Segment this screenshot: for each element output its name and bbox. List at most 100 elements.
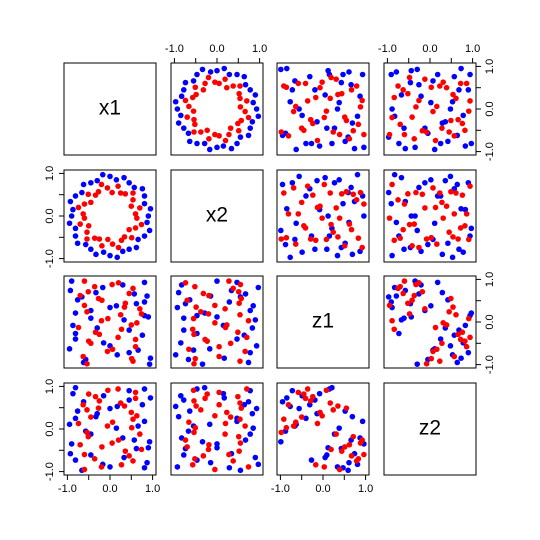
point	[281, 190, 287, 196]
point	[214, 441, 220, 447]
point	[99, 243, 105, 249]
point	[307, 398, 314, 404]
point	[109, 241, 116, 247]
point	[185, 428, 192, 434]
point	[214, 314, 220, 320]
point	[290, 185, 297, 191]
point	[85, 191, 92, 198]
point	[141, 233, 148, 239]
point	[81, 451, 88, 458]
point	[330, 407, 337, 413]
point	[389, 252, 395, 259]
point	[75, 420, 82, 427]
point	[77, 221, 83, 227]
point	[467, 183, 473, 189]
panel-frame	[276, 275, 370, 369]
point	[144, 459, 150, 466]
point	[247, 431, 254, 437]
point	[226, 71, 233, 78]
point	[419, 191, 426, 198]
point	[412, 213, 418, 219]
point	[285, 211, 292, 217]
point	[462, 338, 468, 344]
tick-label: 1.0	[252, 43, 267, 55]
point	[194, 140, 200, 147]
point	[422, 179, 428, 186]
point	[200, 87, 207, 93]
point	[361, 451, 367, 458]
point	[135, 236, 141, 243]
point	[84, 308, 90, 315]
point	[287, 98, 294, 105]
point	[338, 448, 345, 454]
point	[295, 211, 302, 217]
point	[113, 303, 120, 309]
point	[220, 143, 227, 149]
point	[462, 143, 469, 149]
point	[334, 252, 341, 259]
point	[350, 127, 357, 134]
point	[206, 346, 213, 352]
point	[192, 121, 198, 128]
tick-label: 0.0	[484, 101, 496, 116]
point	[450, 304, 456, 310]
point	[126, 349, 132, 356]
point	[81, 215, 88, 221]
tick-label: -1.0	[484, 142, 496, 161]
tick-label: 1.0	[465, 43, 480, 55]
tick-label: -1.0	[44, 249, 56, 268]
point	[77, 441, 83, 448]
point	[107, 173, 113, 180]
point	[236, 448, 242, 454]
point	[283, 84, 290, 91]
point	[180, 315, 187, 321]
point	[389, 114, 395, 121]
point	[303, 140, 309, 147]
point	[450, 234, 456, 240]
point	[212, 320, 218, 326]
point	[146, 438, 153, 445]
point	[130, 416, 136, 423]
point	[439, 340, 445, 347]
point	[126, 179, 132, 186]
point	[411, 292, 418, 299]
point	[459, 329, 466, 336]
point	[216, 389, 222, 396]
point	[237, 95, 243, 102]
point	[206, 146, 213, 153]
point	[436, 83, 443, 89]
point	[391, 237, 398, 244]
panel-frame	[63, 169, 157, 263]
point	[445, 138, 451, 145]
point	[216, 80, 222, 87]
point	[252, 454, 259, 461]
point	[80, 401, 86, 408]
point	[81, 302, 88, 309]
point	[141, 418, 148, 425]
point	[314, 420, 321, 427]
point	[121, 403, 128, 409]
point	[132, 225, 139, 231]
point	[193, 91, 199, 98]
point	[126, 397, 132, 403]
point	[122, 448, 129, 454]
panel-frame	[170, 382, 264, 476]
point	[228, 145, 235, 152]
point	[93, 413, 99, 420]
point	[432, 137, 439, 144]
point	[321, 114, 328, 121]
point	[323, 387, 330, 394]
point	[126, 387, 132, 394]
point	[292, 419, 299, 425]
point	[132, 395, 139, 402]
point	[138, 221, 145, 228]
point	[94, 177, 101, 184]
point	[192, 355, 199, 362]
point	[126, 290, 132, 297]
point	[174, 106, 181, 112]
point	[66, 346, 73, 352]
point	[324, 452, 330, 458]
point	[447, 343, 454, 349]
tick-label: 1.0	[145, 483, 160, 495]
point	[388, 71, 395, 78]
